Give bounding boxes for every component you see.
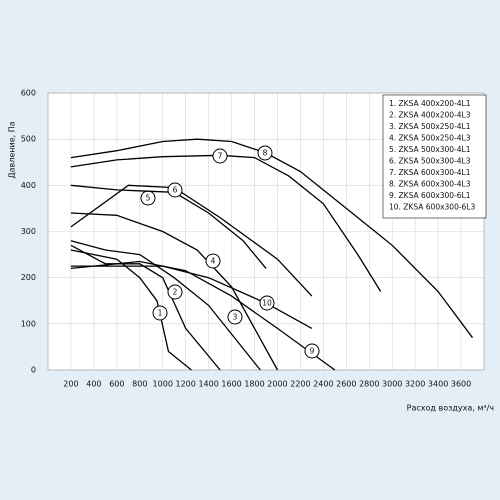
curve-label: 7 (218, 152, 223, 161)
legend: 1. ZKSA 400x200-4L1 2. ZKSA 400x200-4L3 3.… (382, 94, 487, 219)
curve-label-circle (152, 305, 168, 321)
curve-label: 2 (173, 288, 178, 297)
y-tick-label: 500 (21, 135, 36, 144)
y-tick-label: 600 (21, 89, 36, 98)
curve-label: 5 (146, 194, 151, 203)
legend-box (382, 94, 487, 219)
curve-label: 8 (263, 149, 268, 158)
x-tick-label: 1600 (221, 380, 241, 389)
curve-label-circle (227, 309, 243, 325)
curve-label: 6 (173, 186, 178, 195)
legend-entry: 8. ZKSA 600x300-4L3 (389, 180, 471, 189)
x-tick-label: 2400 (313, 380, 333, 389)
curve-label: 3 (233, 313, 238, 322)
x-tick-label: 3600 (451, 380, 471, 389)
y-tick-label: 100 (21, 319, 36, 328)
curve-label-circle (167, 182, 183, 198)
x-tick-label: 2000 (267, 380, 287, 389)
x-tick-label: 200 (63, 380, 78, 389)
x-tick-label: 800 (132, 380, 147, 389)
x-tick-label: 3000 (382, 380, 402, 389)
legend-entry: 2. ZKSA 400x200-4L3 (389, 111, 471, 120)
curve-label-circle (167, 284, 183, 300)
curve-label-circle (257, 145, 273, 161)
legend-entry: 3. ZKSA 500x250-4L1 (389, 122, 471, 131)
x-tick-label: 2600 (336, 380, 356, 389)
y-tick-label: 300 (21, 227, 36, 236)
curve-label-circle (304, 343, 320, 359)
y-axis-title: Давление, Па (8, 121, 17, 178)
x-tick-label: 400 (86, 380, 101, 389)
curve-label-circle (212, 148, 228, 164)
curve (70, 154, 382, 292)
x-tick-label: 3400 (428, 380, 448, 389)
legend-entry: 1. ZKSA 400x200-4L1 (389, 99, 471, 108)
curve-label-circle (259, 295, 275, 311)
curve (70, 260, 336, 371)
curve-label-circle (205, 253, 221, 269)
x-tick-label: 3200 (405, 380, 425, 389)
x-axis-title: Расход воздуха, м³/ч (407, 404, 494, 413)
y-tick-label: 400 (21, 181, 36, 190)
legend-entry: 9. ZKSA 600x300-6L1 (389, 191, 471, 200)
x-tick-label: 1400 (198, 380, 218, 389)
curve (70, 244, 221, 371)
plot-border (47, 92, 485, 371)
x-tick-label: 1000 (153, 380, 173, 389)
curve-label: 1 (158, 309, 163, 318)
curve-label: 4 (211, 257, 216, 266)
curve (70, 265, 313, 329)
x-tick-label: 1200 (176, 380, 196, 389)
curve (70, 184, 313, 297)
legend-entry: 10. ZKSA 600x300-6L3 (389, 203, 476, 212)
legend-entry: 5. ZKSA 500x300-4L1 (389, 145, 471, 154)
x-tick-label: 2200 (290, 380, 310, 389)
legend-entry: 4. ZKSA 500x250-4L3 (389, 134, 471, 143)
curve (70, 249, 192, 371)
curve (70, 184, 267, 269)
y-tick-label: 200 (21, 273, 36, 282)
legend-entry: 7. ZKSA 600x300-4L1 (389, 168, 471, 177)
x-tick-label: 600 (109, 380, 124, 389)
legend-entry: 6. ZKSA 500x300-4L3 (389, 157, 471, 166)
x-tick-label: 2800 (359, 380, 379, 389)
y-tick-label: 0 (31, 366, 36, 375)
curve-label: 10 (262, 299, 272, 308)
curve-label: 9 (310, 347, 315, 356)
x-tick-label: 1800 (244, 380, 264, 389)
